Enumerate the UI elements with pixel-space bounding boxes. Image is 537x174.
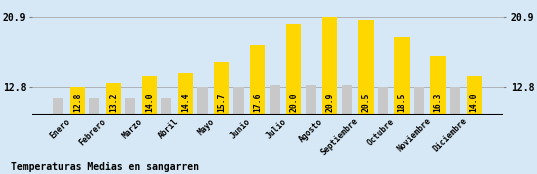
Bar (198, 87, 207, 115)
Bar (358, 20, 374, 115)
Text: 17.6: 17.6 (253, 93, 262, 112)
Bar (53, 98, 63, 115)
Bar (142, 76, 157, 115)
Bar (395, 37, 410, 115)
Bar (106, 83, 121, 115)
Bar (467, 76, 482, 115)
Bar (214, 62, 229, 115)
Text: 13.2: 13.2 (109, 93, 118, 112)
Bar (342, 85, 352, 115)
Text: 14.4: 14.4 (181, 93, 190, 112)
Bar (250, 45, 265, 115)
Bar (306, 85, 316, 115)
Text: 20.5: 20.5 (361, 93, 371, 112)
Bar (450, 87, 460, 115)
Bar (431, 56, 446, 115)
Bar (413, 87, 424, 115)
Bar (125, 98, 135, 115)
Bar (178, 73, 193, 115)
Text: 18.5: 18.5 (397, 93, 407, 112)
Bar (70, 87, 85, 115)
Bar (162, 98, 171, 115)
Text: 20.0: 20.0 (289, 93, 299, 112)
Bar (286, 24, 301, 115)
Text: 15.7: 15.7 (217, 93, 226, 112)
Text: 14.0: 14.0 (145, 93, 154, 112)
Text: 20.9: 20.9 (325, 93, 335, 112)
Text: 12.8: 12.8 (73, 93, 82, 112)
Text: 14.0: 14.0 (469, 93, 478, 112)
Bar (322, 17, 337, 115)
Bar (270, 85, 280, 115)
Bar (378, 87, 388, 115)
Text: Temperaturas Medias en sangarren: Temperaturas Medias en sangarren (11, 162, 199, 172)
Bar (234, 87, 244, 115)
Text: 16.3: 16.3 (433, 93, 442, 112)
Bar (89, 98, 99, 115)
